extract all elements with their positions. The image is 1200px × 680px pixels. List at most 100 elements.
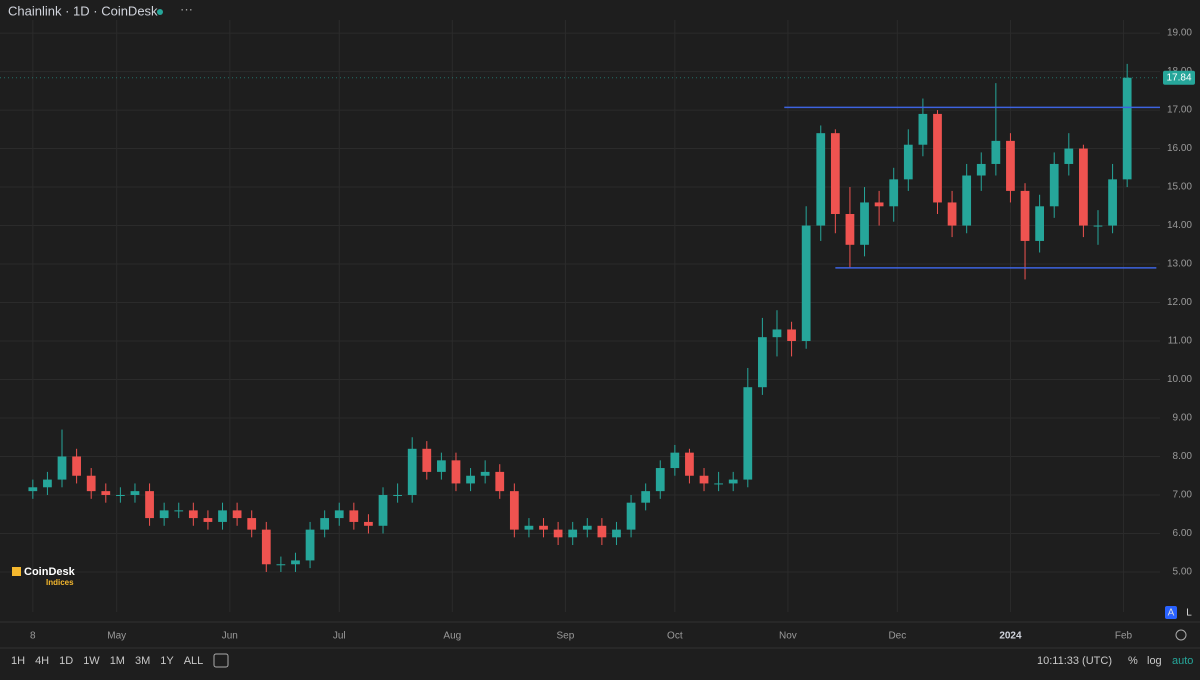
- x-tick-label: Aug: [443, 631, 461, 642]
- candle-body: [1079, 148, 1088, 226]
- y-tick-label: 12.00: [1167, 297, 1192, 308]
- y-tick-label: 11.00: [1168, 336, 1193, 347]
- candle-body: [933, 113, 942, 203]
- candle-body: [655, 468, 665, 492]
- timeframe-button[interactable]: 1W: [83, 655, 100, 667]
- timeframe-button[interactable]: 4H: [35, 655, 49, 667]
- candle-body: [1093, 225, 1103, 227]
- candle-body: [714, 483, 723, 485]
- candle-body: [699, 475, 709, 484]
- candle-body: [728, 479, 738, 484]
- axis-button[interactable]: L: [1186, 608, 1192, 619]
- timeframe-button[interactable]: 1Y: [160, 655, 174, 667]
- timeframe-button[interactable]: 3M: [135, 655, 150, 667]
- candle-body: [218, 510, 227, 522]
- candle-body: [203, 518, 213, 522]
- y-tick-label: 15.00: [1167, 182, 1192, 193]
- candle-body: [553, 529, 563, 538]
- y-tick-label: 6.00: [1173, 528, 1193, 539]
- y-tick-label: 10.00: [1167, 374, 1192, 385]
- candle-body: [188, 510, 198, 519]
- y-tick-label: 9.00: [1173, 413, 1193, 424]
- last-price-box: [1163, 70, 1195, 85]
- x-tick-label: 8: [30, 631, 36, 642]
- clock: 10:11:33 (UTC): [1037, 655, 1112, 667]
- timeframe-button[interactable]: 1H: [11, 655, 25, 667]
- x-tick-label: Feb: [1115, 631, 1133, 642]
- candle-body: [509, 491, 519, 530]
- logo-text: CoinDesk: [24, 566, 76, 578]
- candle-body: [1035, 206, 1044, 241]
- menu-dots[interactable]: ···: [180, 1, 193, 16]
- candle-body: [539, 525, 548, 530]
- candle-body: [174, 510, 184, 512]
- candle-body: [947, 202, 957, 226]
- axis-button[interactable]: A: [1168, 608, 1175, 619]
- candle-body: [816, 133, 826, 226]
- candle-body: [43, 479, 52, 488]
- scale-option[interactable]: %: [1128, 655, 1138, 667]
- candle-body: [612, 529, 621, 538]
- candle-body: [918, 113, 928, 145]
- candle-body: [685, 452, 694, 476]
- candle-body: [480, 471, 490, 476]
- x-tick-label: Jun: [222, 631, 238, 642]
- calendar-icon[interactable]: [213, 653, 229, 668]
- y-tick-label: 17.00: [1167, 105, 1192, 116]
- candle-body: [568, 529, 578, 538]
- x-tick-label: Sep: [557, 631, 575, 642]
- candle-body: [86, 475, 96, 492]
- candle-body: [582, 525, 592, 530]
- candle-body: [597, 525, 607, 538]
- candle-body: [130, 491, 140, 495]
- candle-body: [743, 387, 753, 480]
- candle-body: [1108, 179, 1117, 226]
- candles: [28, 63, 1160, 572]
- candle-body: [364, 521, 373, 526]
- candle-body: [28, 487, 38, 492]
- candle-body: [903, 144, 913, 180]
- x-tick-label: Jul: [333, 631, 346, 642]
- candle-body: [422, 448, 432, 472]
- candle-body: [1020, 190, 1030, 241]
- x-tick-label: Oct: [667, 631, 683, 642]
- candle-body: [320, 518, 330, 530]
- candle-body: [962, 175, 972, 226]
- last-price-label: 17.84: [1166, 72, 1191, 83]
- grid: [0, 20, 1160, 612]
- candle-body: [860, 202, 869, 245]
- settings-icon[interactable]: [1175, 629, 1187, 641]
- y-tick-label: 8.00: [1173, 451, 1193, 462]
- scale-option[interactable]: auto: [1172, 655, 1193, 667]
- candle-body: [495, 471, 505, 492]
- y-tick-label: 14.00: [1167, 220, 1192, 231]
- candle-body: [291, 560, 300, 565]
- x-tick-label: Dec: [888, 631, 906, 642]
- x-tick-label: 2024: [999, 631, 1022, 642]
- timeframe-button[interactable]: 1M: [110, 655, 125, 667]
- y-tick-label: 19.00: [1167, 28, 1192, 39]
- logo-subtext: Indices: [46, 578, 74, 587]
- candle-body: [626, 502, 636, 530]
- candle-body: [1122, 77, 1132, 180]
- axis-button-bg[interactable]: [1165, 606, 1177, 619]
- candle-body: [247, 518, 257, 530]
- scale-option[interactable]: log: [1147, 655, 1162, 667]
- candle-body: [641, 491, 651, 503]
- candle-body: [437, 460, 446, 472]
- candle-body: [276, 564, 286, 566]
- x-tick-label: Nov: [779, 631, 797, 642]
- y-tick-label: 16.00: [1167, 143, 1192, 154]
- candle-body: [845, 213, 855, 245]
- candle-body: [976, 163, 986, 176]
- timeframe-button[interactable]: ALL: [184, 655, 204, 667]
- timeframe-button[interactable]: 1D: [59, 655, 73, 667]
- candle-body: [670, 452, 680, 469]
- candle-body: [305, 529, 315, 561]
- candle-body: [1064, 148, 1074, 164]
- status-dot: [157, 9, 163, 15]
- candle-body: [830, 133, 840, 214]
- candle-body: [801, 225, 811, 342]
